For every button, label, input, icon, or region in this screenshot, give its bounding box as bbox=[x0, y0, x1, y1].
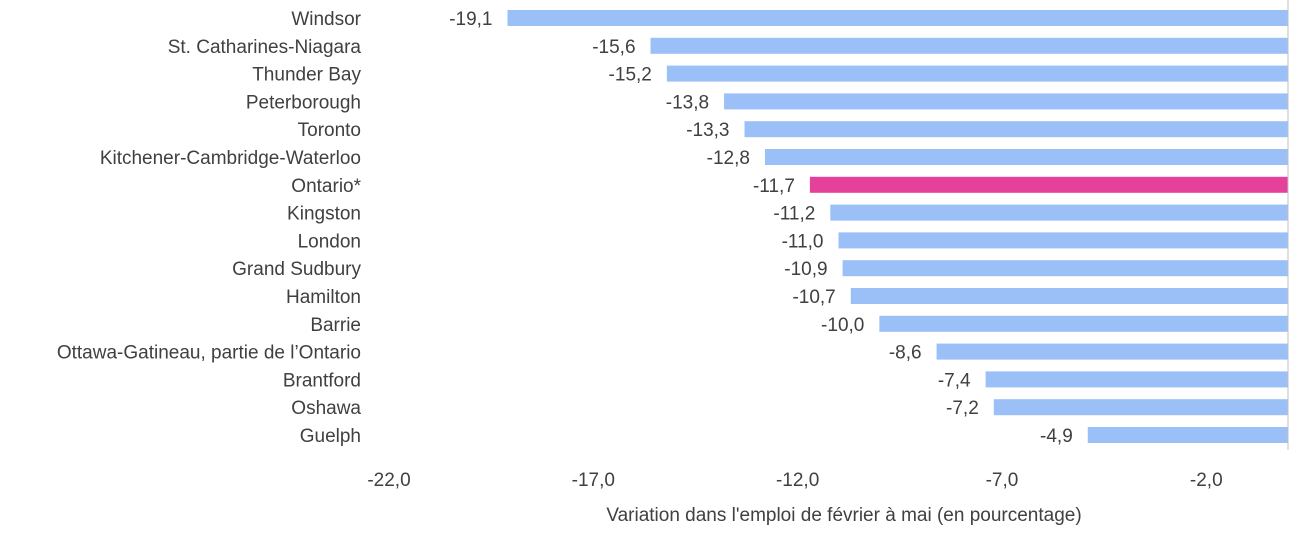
category-label: Kitchener-Cambridge-Waterloo bbox=[100, 148, 361, 169]
category-label: London bbox=[298, 231, 361, 252]
x-tick-label: -22,0 bbox=[367, 470, 410, 491]
x-tick-label: -17,0 bbox=[572, 470, 615, 491]
bar-windsor bbox=[507, 10, 1289, 26]
bar-st-catharines-niagara bbox=[650, 37, 1288, 54]
category-label: Ontario* bbox=[291, 176, 361, 197]
bar-ontario bbox=[809, 176, 1288, 193]
bar-london bbox=[838, 232, 1288, 249]
category-label: Brantford bbox=[283, 370, 361, 391]
value-label: -12,8 bbox=[707, 148, 750, 169]
value-label: -8,6 bbox=[889, 343, 922, 364]
category-label: Oshawa bbox=[291, 398, 361, 419]
value-label: -10,9 bbox=[784, 259, 827, 280]
category-label: St. Catharines-Niagara bbox=[168, 37, 362, 58]
value-label: -7,4 bbox=[938, 370, 971, 391]
bar-hamilton bbox=[850, 288, 1288, 304]
category-label: Hamilton bbox=[286, 287, 361, 308]
category-labels-group: Windsor St. Catharines-Niagara Thunder Bay… bbox=[57, 9, 362, 447]
x-tick-label: -12,0 bbox=[776, 470, 819, 491]
x-tick-labels-group: -22,0 -17,0 -12,0 -7,0 -2,0 bbox=[367, 470, 1222, 491]
bar-toronto bbox=[744, 121, 1288, 138]
category-label: Grand Sudbury bbox=[232, 259, 361, 280]
value-label: -13,8 bbox=[666, 92, 709, 113]
category-label: Guelph bbox=[300, 426, 361, 447]
bar-barrie bbox=[879, 315, 1288, 332]
bar-oshawa bbox=[993, 399, 1288, 416]
value-label: -11,7 bbox=[753, 176, 795, 197]
category-label: Toronto bbox=[298, 120, 361, 141]
category-label: Kingston bbox=[287, 204, 361, 225]
bar-peterborough bbox=[724, 93, 1288, 110]
bar-grand-sudbury bbox=[842, 260, 1288, 277]
x-tick-label: -7,0 bbox=[986, 470, 1019, 491]
value-label: -19,1 bbox=[449, 9, 492, 30]
value-label: -10,0 bbox=[821, 315, 864, 336]
bar-kingston bbox=[830, 204, 1288, 221]
value-label: -15,2 bbox=[609, 65, 652, 86]
value-label: -11,2 bbox=[773, 204, 815, 225]
bars-group bbox=[507, 10, 1289, 443]
value-label: -7,2 bbox=[946, 398, 979, 419]
category-label: Barrie bbox=[310, 315, 361, 336]
category-label: Peterborough bbox=[246, 92, 361, 113]
category-label: Windsor bbox=[291, 9, 361, 30]
bar-guelph bbox=[1087, 427, 1288, 443]
category-label: Thunder Bay bbox=[252, 65, 361, 86]
bar-brantford bbox=[985, 371, 1288, 388]
x-axis-title: Variation dans l'emploi de février à mai… bbox=[606, 505, 1081, 526]
bar-ottawa-gatineau-partie-de-l-ontario bbox=[936, 343, 1288, 360]
x-tick-label: -2,0 bbox=[1190, 470, 1223, 491]
value-label: -4,9 bbox=[1040, 426, 1073, 447]
value-label: -10,7 bbox=[792, 287, 835, 308]
value-label: -15,6 bbox=[592, 37, 635, 58]
value-labels-group: -19,1 -15,6 -15,2 -13,8 -13,3 -12,8-11,7 -11,2… bbox=[449, 9, 1073, 447]
bar-thunder-bay bbox=[666, 65, 1288, 82]
category-label: Ottawa-Gatineau, partie de l’Ontario bbox=[57, 343, 361, 364]
value-label: -11,0 bbox=[782, 231, 824, 252]
value-label: -13,3 bbox=[686, 120, 729, 141]
bar-kitchener-cambridge-waterloo bbox=[764, 149, 1288, 165]
